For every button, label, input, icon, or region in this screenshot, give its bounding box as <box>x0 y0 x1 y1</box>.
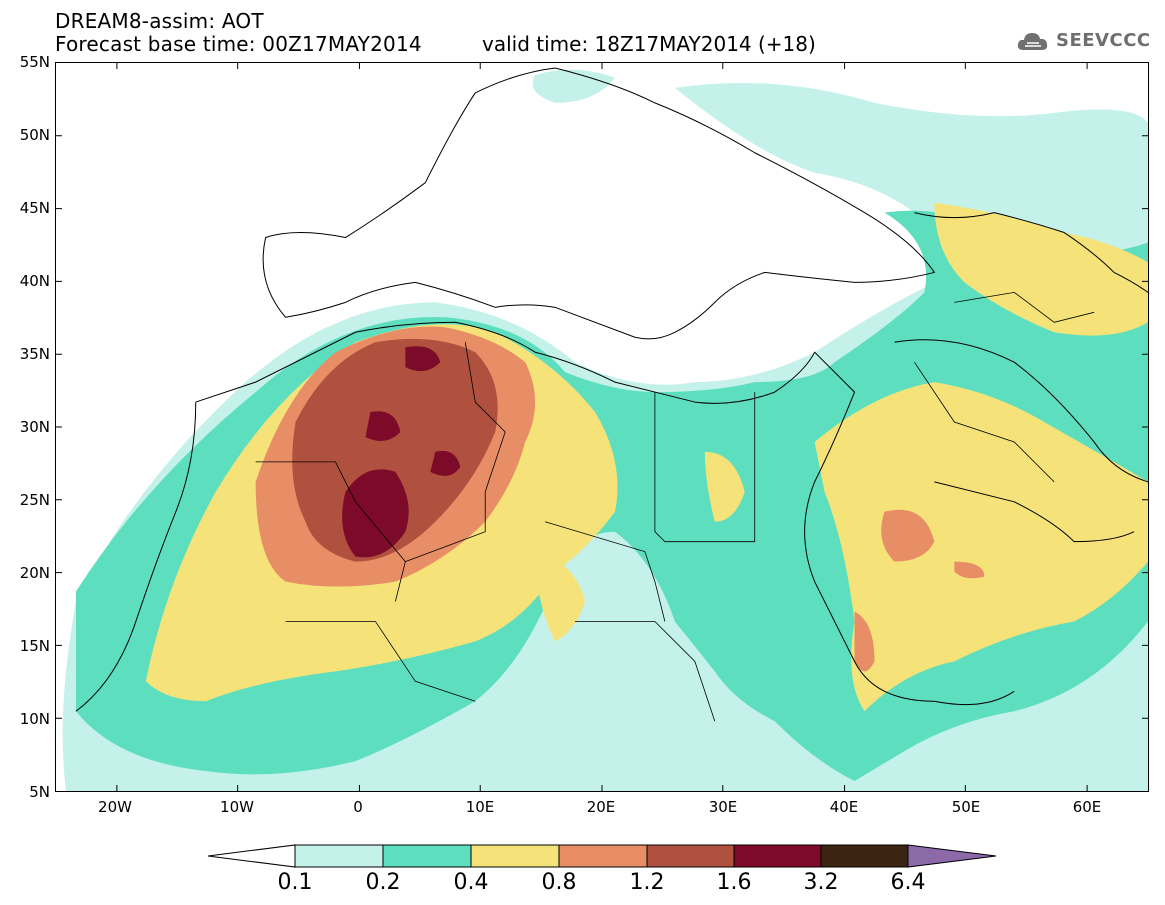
base-time-label: Forecast base time: 00Z17MAY2014 <box>55 32 422 56</box>
lat-label-40n: 40N <box>19 272 50 290</box>
lon-label-0: 0 <box>353 798 363 816</box>
lon-label-20e: 20E <box>586 798 616 816</box>
lon-label-10e: 10E <box>465 798 495 816</box>
coastlines <box>75 67 1148 712</box>
colorbar-bin-0.8-1.2 <box>558 844 648 868</box>
lat-label-5n: 5N <box>29 783 50 801</box>
lat-label-15n: 15N <box>19 637 50 655</box>
colorbar-label-0.4: 0.4 <box>453 870 489 895</box>
lon-label-30e: 30E <box>708 798 738 816</box>
lat-label-10n: 10N <box>19 710 50 728</box>
cloud-logo-icon <box>1017 33 1048 50</box>
colorbar-min-arrow <box>207 844 296 868</box>
colorbar-bin-1.2-1.6 <box>646 844 735 868</box>
lat-label-50n: 50N <box>19 126 50 144</box>
colorbar-bin-1.6-3.2 <box>733 844 822 868</box>
colorbar-max-arrow <box>907 844 997 868</box>
valid-time-label: valid time: 18Z17MAY2014 (+18) <box>482 32 816 56</box>
colorbar-bin-0.4-0.8 <box>470 844 560 868</box>
lat-label-30n: 30N <box>19 418 50 436</box>
colorbar-label-1.2: 1.2 <box>629 870 665 895</box>
colorbar-label-6.4: 6.4 <box>890 870 926 895</box>
colorbar-label-0.1: 0.1 <box>277 870 313 895</box>
lon-label-50e: 50E <box>951 798 981 816</box>
logo-text: SEEVCCC <box>1056 30 1151 51</box>
lon-label-20w: 20W <box>98 798 132 816</box>
colorbar-bin-0.2-0.4 <box>382 844 472 868</box>
lat-label-25n: 25N <box>19 491 50 509</box>
map-title: DREAM8-assim: AOT <box>55 9 264 33</box>
lat-label-35n: 35N <box>19 345 50 363</box>
lon-label-10w: 10W <box>220 798 254 816</box>
lat-label-55n: 55N <box>19 53 50 71</box>
lon-label-60e: 60E <box>1072 798 1102 816</box>
lat-label-20n: 20N <box>19 564 50 582</box>
colorbar-label-1.6: 1.6 <box>716 870 752 895</box>
colorbar-bin-0.1-0.2 <box>294 844 384 868</box>
colorbar-label-0.8: 0.8 <box>541 870 577 895</box>
country-borders <box>255 291 1095 722</box>
aot-map-panel <box>55 62 1149 792</box>
lat-label-45n: 45N <box>19 199 50 217</box>
colorbar-bin-3.2-6.4 <box>820 844 909 868</box>
map-ticks <box>56 63 1148 791</box>
colorbar-label-3.2: 3.2 <box>803 870 839 895</box>
colorbar-label-0.2: 0.2 <box>365 870 401 895</box>
aot-field-1.6-3.2 <box>342 346 461 558</box>
lon-label-40e: 40E <box>829 798 859 816</box>
